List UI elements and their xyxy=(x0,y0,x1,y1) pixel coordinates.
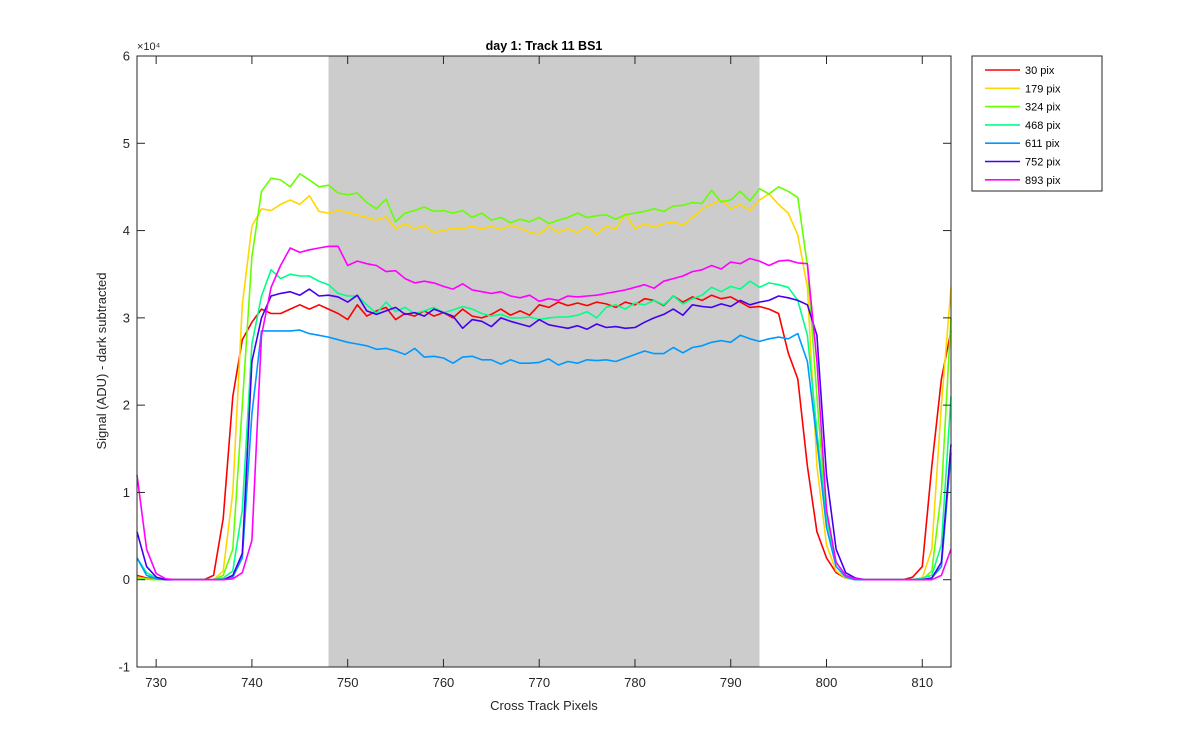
series-line-324-pix xyxy=(136,173,952,581)
legend-label: 468 pix xyxy=(1025,120,1061,132)
y-tick-label: 3 xyxy=(123,310,130,325)
legend-label: 611 pix xyxy=(1025,138,1060,150)
y-tick-label: 0 xyxy=(123,572,130,587)
chart-title: day 1: Track 11 BS1 xyxy=(486,39,603,53)
x-tick-label: 770 xyxy=(528,675,550,690)
y-tick-label: 1 xyxy=(123,485,130,500)
x-tick-label: 730 xyxy=(145,675,167,690)
series-line-30-pix xyxy=(136,294,952,581)
legend-label: 752 pix xyxy=(1025,157,1061,169)
x-tick-label: 810 xyxy=(911,675,933,690)
y-axis-label: Signal (ADU) - dark subtracted xyxy=(94,272,109,449)
series-line-179-pix xyxy=(136,193,952,581)
ticks-layer: 730 740 750 760 770 780 790 800 810 -1 0 1 2 3 4 5 6 xyxy=(118,49,951,690)
series-line-752-pix xyxy=(136,288,952,581)
x-tick-label: 780 xyxy=(624,675,646,690)
y-tick-label: 5 xyxy=(123,136,130,151)
y-tick-label: 6 xyxy=(123,49,130,64)
legend-box xyxy=(971,55,1103,192)
x-tick-label: 790 xyxy=(720,675,742,690)
legend-label: 324 pix xyxy=(1025,102,1061,114)
series-line-468-pix xyxy=(136,268,952,581)
x-tick-label: 740 xyxy=(241,675,263,690)
legend-label: 893 pix xyxy=(1025,175,1061,187)
legend-label: 30 pix xyxy=(1025,65,1055,77)
x-tick-label: 800 xyxy=(816,675,838,690)
series-line-611-pix xyxy=(136,329,952,581)
y-axis-exponent: ×10⁴ xyxy=(137,41,161,53)
legend-label: 179 pix xyxy=(1025,83,1061,95)
x-axis-label: Cross Track Pixels xyxy=(490,698,598,713)
legend: 30 pix 179 pix 324 pix 468 pix 611 pix 752 pi… xyxy=(971,55,1103,192)
y-tick-label: 4 xyxy=(123,223,130,238)
series-line-893-pix xyxy=(136,245,952,581)
y-tick-label: 2 xyxy=(123,398,130,413)
x-tick-label: 760 xyxy=(433,675,455,690)
x-tick-label: 750 xyxy=(337,675,359,690)
y-tick-label: -1 xyxy=(118,660,130,675)
series-layer xyxy=(136,173,952,581)
plot-frame xyxy=(136,55,952,668)
